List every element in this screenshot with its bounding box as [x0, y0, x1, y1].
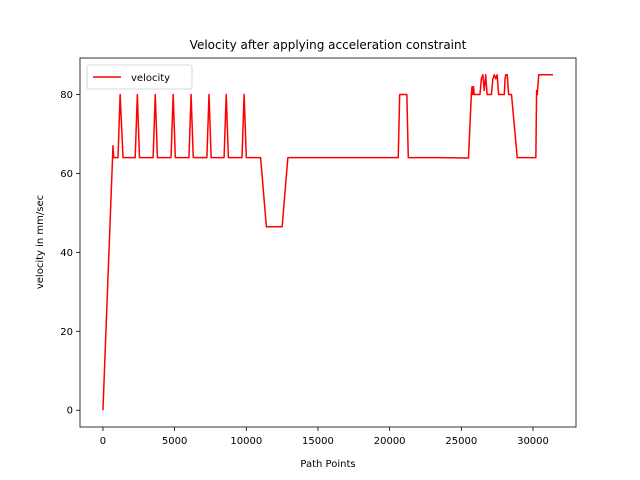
x-tick-label: 30000 [517, 436, 549, 447]
x-tick-label: 25000 [445, 436, 477, 447]
legend: velocity [86, 64, 193, 90]
legend-box [86, 64, 193, 90]
y-tick-label: 0 [67, 406, 73, 417]
x-tick-label: 5000 [162, 436, 187, 447]
plot-frame [79, 57, 577, 428]
x-axis-label: Path Points [300, 459, 355, 470]
plot-area [80, 58, 576, 427]
x-tick-label: 10000 [230, 436, 262, 447]
y-tick-label: 20 [60, 327, 73, 338]
y-tick-label: 60 [60, 169, 73, 180]
x-tick-label: 0 [100, 436, 106, 447]
chart-title: Velocity after applying acceleration con… [190, 38, 467, 52]
x-tick-label: 20000 [374, 436, 406, 447]
y-tick-label: 80 [60, 90, 73, 101]
y-axis: 0 20 40 60 80 [60, 90, 80, 417]
y-axis-label: velocity in mm/sec [35, 195, 46, 289]
y-tick-label: 40 [60, 248, 73, 259]
legend-label-velocity: velocity [131, 73, 170, 84]
x-axis: 0 5000 10000 15000 20000 25000 30000 [100, 427, 549, 447]
velocity-series-line [102, 74, 554, 411]
x-tick-label: 15000 [302, 436, 334, 447]
